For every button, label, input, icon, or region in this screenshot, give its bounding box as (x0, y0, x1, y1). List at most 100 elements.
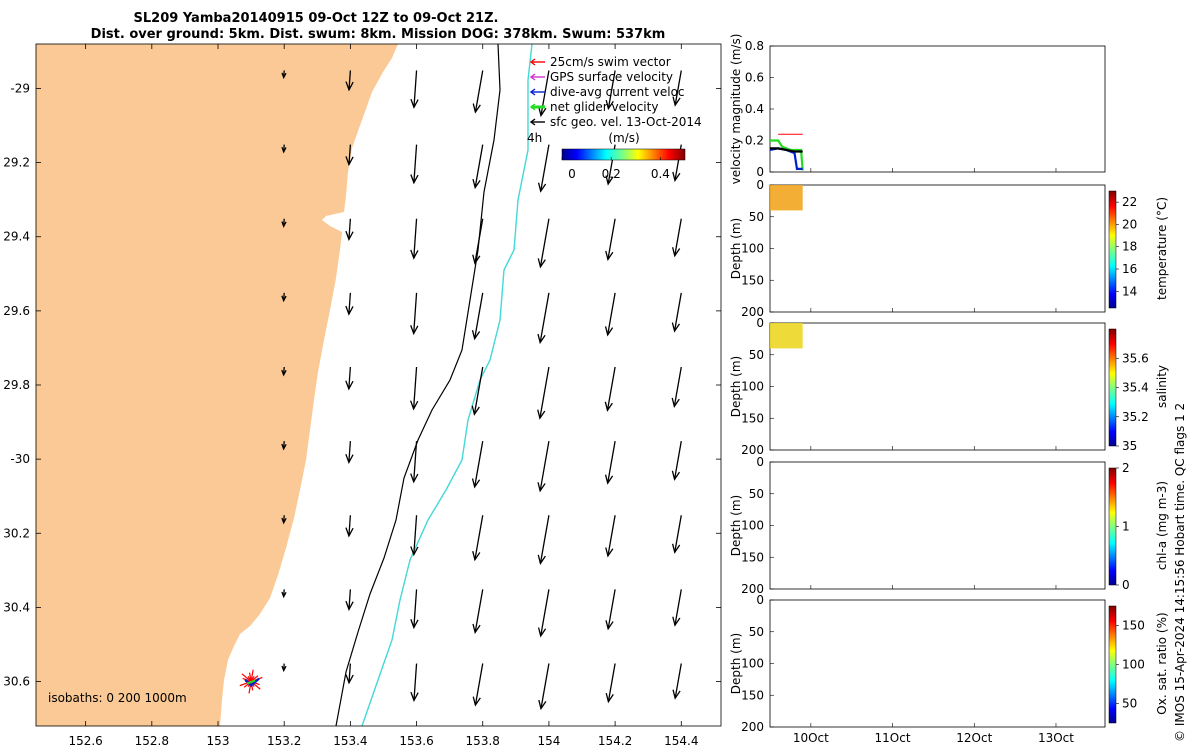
velocity-vectors (281, 70, 682, 711)
panel-y-tick-label: 50 (749, 487, 764, 501)
map-y-tick-label: 29.8 (3, 378, 30, 392)
vector-head (345, 527, 354, 538)
panel-y-tick-label: 50 (749, 348, 764, 362)
vector-head (410, 174, 419, 185)
vector-shaft (348, 144, 352, 165)
map-panel: 152.6 152.8 153 153.2 153.4 153.6 153.8 154 154.… (3, 43, 722, 748)
sfc-geo-vector (281, 589, 287, 599)
sfc-geo-vector (281, 441, 287, 451)
panel-colorbar-tick-label: 100 (1122, 658, 1145, 672)
vector-shaft (607, 70, 616, 109)
vector-shaft (673, 366, 682, 407)
vector-shaft (540, 589, 550, 637)
vector-shaft (539, 441, 550, 491)
vector-head (537, 409, 546, 420)
map-x-tick-label: 153.2 (267, 734, 301, 748)
colorbar-gradient (561, 148, 686, 161)
panel-colorbar-tick-label: 35.4 (1122, 381, 1149, 395)
sfc-geo-vector (471, 441, 484, 489)
vector-head (671, 470, 681, 481)
vector-head (281, 665, 287, 673)
legend-swatch-head (529, 88, 536, 96)
vector-head (345, 81, 354, 92)
vector-head (281, 443, 287, 451)
panel-3: 0 50 100 150 200 Depth (m) 35 35.2 35.4 35.6 salin… (729, 316, 1169, 457)
vector-shaft (348, 366, 352, 389)
sfc-geo-vector (410, 292, 419, 336)
panel-colorbar (1108, 605, 1117, 724)
vector-shaft (607, 441, 616, 484)
time-tick-label: 11Oct (875, 731, 911, 745)
vector-head (672, 96, 681, 107)
legend-entry: net glider velocity (529, 100, 658, 114)
vector-head (605, 250, 614, 262)
panel-colorbar-label: chl-a (mg m-3) (1155, 481, 1169, 570)
vector-shaft (474, 589, 484, 633)
sfc-geo-vector (281, 70, 287, 80)
vector-head (345, 674, 354, 685)
vector-head (281, 146, 287, 154)
colorbar-prefix: 4h (527, 131, 542, 145)
panel-colorbar-tick-label: 20 (1122, 217, 1137, 231)
vector-shaft (474, 70, 484, 113)
vector-head (605, 547, 614, 558)
panel-y-label: velocity magnitude (m/s) (729, 34, 743, 185)
isobaths (335, 44, 533, 726)
vector-head (345, 305, 354, 316)
vector-head (345, 156, 354, 167)
panel-y-tick-label: 0.8 (745, 39, 764, 53)
vector-shaft (539, 366, 550, 419)
panel-y-tick-label: 200 (741, 582, 764, 596)
vector-shaft (348, 218, 352, 240)
map-x-tick-label: 154.4 (664, 734, 698, 748)
panel-colorbar-label: Ox. sat. ratio (%) (1155, 612, 1169, 714)
sfc-geo-vector (537, 515, 550, 565)
profile-scatter-patch (770, 323, 803, 349)
vector-head (604, 401, 613, 412)
panel-colorbar-tick-label: 2 (1122, 461, 1130, 475)
panel-y-tick-label: 150 (741, 273, 764, 287)
vector-head (537, 182, 547, 193)
vector-shaft (413, 515, 418, 555)
sfc-geo-vector (472, 218, 484, 265)
sfc-geo-vector (410, 589, 419, 630)
vector-shaft (474, 292, 484, 339)
vector-head (604, 474, 614, 485)
vector-head (281, 517, 287, 525)
sfc-geo-vector (604, 366, 616, 412)
vector-head (671, 397, 680, 408)
vector-shaft (674, 589, 682, 626)
panel-colorbar-tick-label: 35.2 (1122, 410, 1149, 424)
vector-shaft (673, 441, 682, 480)
legend-label: GPS surface velocity (550, 70, 673, 84)
panel-y-tick-label: 0 (756, 178, 764, 192)
vector-shaft (673, 292, 682, 332)
vector-shaft (348, 663, 352, 683)
vector-head (671, 543, 681, 554)
panel-y-label: Depth (m) (729, 356, 743, 417)
panel-y-tick-label: 200 (741, 305, 764, 319)
map-x-tick-label: 153.6 (399, 734, 433, 748)
vector-shaft (674, 663, 682, 699)
panel-y-tick-label: 150 (741, 411, 764, 425)
map-x-tick-label: 153 (207, 734, 230, 748)
map-y-tick-label: 29.4 (3, 230, 30, 244)
legend-label: dive-avg current veloc (550, 85, 685, 99)
vector-shaft (413, 70, 418, 108)
vector-shaft (474, 441, 484, 488)
vector-shaft (474, 663, 484, 706)
sfc-geo-vector (281, 663, 287, 673)
sfc-geo-vector (671, 515, 682, 554)
panel-y-tick-label: 100 (741, 657, 764, 671)
map-y-tick-label: 29.6 (3, 304, 30, 318)
map-x-tick-label: 153.8 (466, 734, 500, 748)
vector-head (537, 554, 546, 565)
panel-y-tick-label: 150 (741, 550, 764, 564)
panel-y-tick-label: 50 (749, 210, 764, 224)
vector-head (537, 482, 546, 493)
vector-head (671, 247, 681, 258)
vector-head (672, 689, 681, 700)
